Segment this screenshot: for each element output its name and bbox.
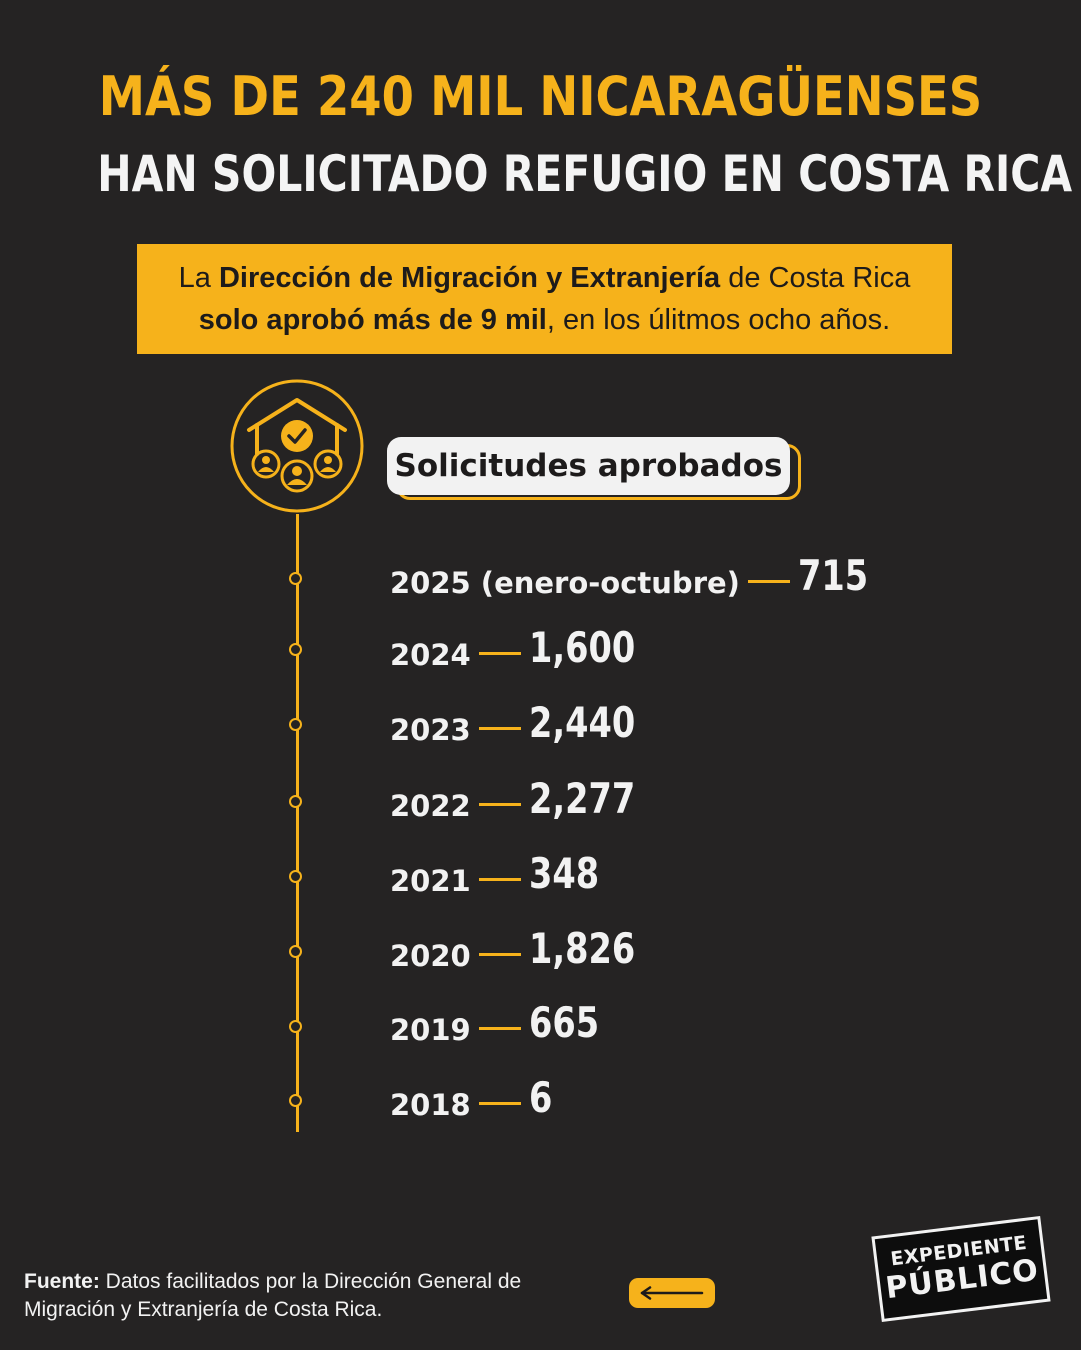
timeline-dot <box>289 1020 302 1033</box>
timeline-year: 2024 <box>390 638 471 672</box>
banner-text-3: de Costa Rica <box>720 262 911 294</box>
timeline-row: 2018 6 <box>390 1072 558 1126</box>
banner-text-4: solo aprobó más de 9 mil <box>198 304 547 336</box>
timeline-dash <box>478 802 521 806</box>
timeline-dash <box>478 952 521 956</box>
timeline-dot <box>289 572 302 585</box>
arrow-left-icon <box>640 1286 704 1300</box>
timeline-row: 2021 348 <box>390 848 616 902</box>
timeline-dash <box>747 579 790 583</box>
section-badge: Solicitudes aprobados <box>387 437 790 495</box>
timeline-dot <box>289 795 302 808</box>
timeline-value: 665 <box>528 997 599 1047</box>
timeline-dot <box>289 643 302 656</box>
house-people-icon <box>230 379 364 513</box>
timeline-dash <box>478 1026 521 1030</box>
timeline-row: 2024 1,600 <box>390 622 662 676</box>
timeline-row: 2019 665 <box>390 997 616 1051</box>
timeline-row: 2025 (enero-octubre) 715 <box>390 550 886 604</box>
previous-slide-button[interactable] <box>629 1278 715 1308</box>
banner-text-5: , en los úlitmos ocho años. <box>546 304 891 336</box>
timeline-value: 2,440 <box>528 697 636 747</box>
timeline-value: 348 <box>528 848 599 898</box>
timeline-year: 2022 <box>390 789 471 823</box>
source-note: Fuente: Datos facilitados por la Direcci… <box>24 1268 544 1324</box>
banner-text-1: La <box>178 262 219 294</box>
timeline-row: 2023 2,440 <box>390 697 662 751</box>
timeline-year: 2018 <box>390 1088 471 1122</box>
timeline-year: 2023 <box>390 713 471 747</box>
timeline-dash <box>478 877 521 881</box>
timeline-year: 2021 <box>390 864 471 898</box>
timeline-dash <box>478 726 521 730</box>
timeline-row: 2022 2,277 <box>390 773 662 827</box>
timeline-value: 1,600 <box>528 622 636 672</box>
source-text: Datos facilitados por la Dirección Gener… <box>24 1270 522 1321</box>
expediente-publico-logo: EXPEDIENTE PÚBLICO <box>871 1215 1051 1323</box>
timeline-dot <box>289 945 302 958</box>
source-label: Fuente: <box>24 1270 100 1293</box>
timeline-line <box>296 514 299 1132</box>
timeline-dot <box>289 870 302 883</box>
timeline-value: 6 <box>528 1072 553 1122</box>
summary-banner: La Dirección de Migración y Extranjería … <box>137 244 952 354</box>
timeline-dash <box>478 1101 521 1105</box>
timeline-year: 2019 <box>390 1013 471 1047</box>
timeline-row: 2020 1,826 <box>390 923 662 977</box>
timeline-dot <box>289 1094 302 1107</box>
timeline-dash <box>478 651 521 655</box>
timeline-dot <box>289 718 302 731</box>
timeline-value: 2,277 <box>528 773 636 823</box>
title-line1: MÁS DE 240 MIL NICARAGÜENSES <box>98 65 983 128</box>
title-line2: HAN SOLICITADO REFUGIO EN COSTA RICA <box>97 145 1073 203</box>
timeline-value: 715 <box>797 550 869 600</box>
timeline-year: 2025 (enero-octubre) <box>390 566 740 600</box>
timeline-year: 2020 <box>390 939 471 973</box>
banner-text-2: Dirección de Migración y Extranjería <box>218 262 721 294</box>
timeline-value: 1,826 <box>528 923 636 973</box>
